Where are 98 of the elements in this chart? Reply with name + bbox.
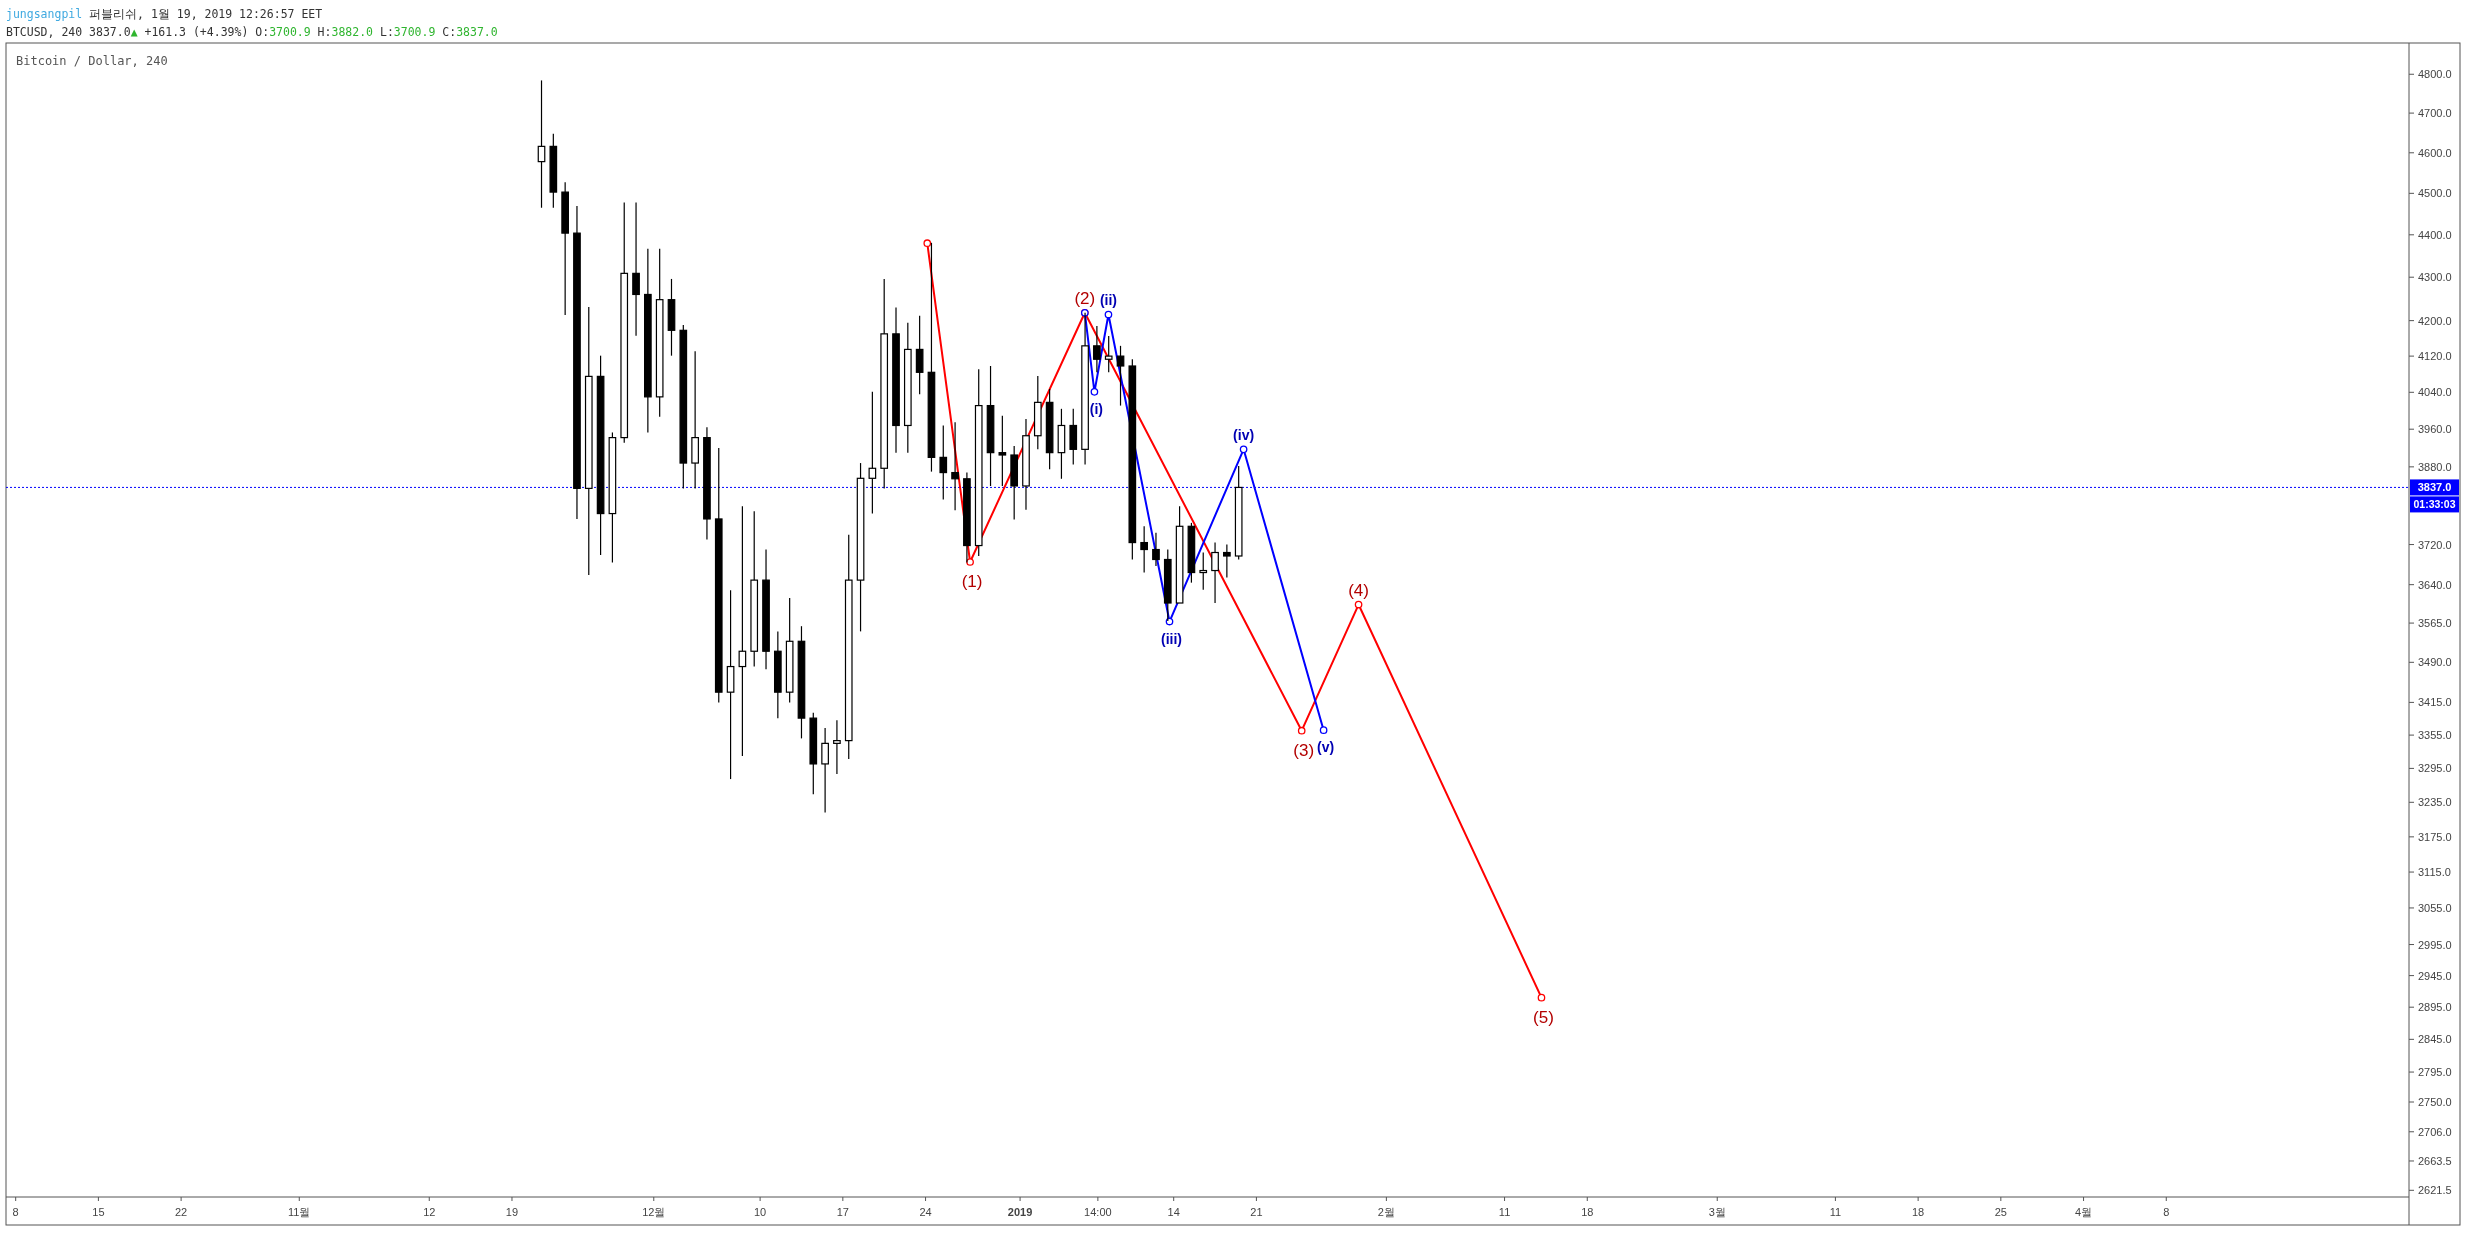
y-tick-label: 3415.0 bbox=[2418, 696, 2452, 709]
annotation: (ii) bbox=[1099, 292, 1118, 309]
y-tick-label: 2706.0 bbox=[2418, 1125, 2452, 1138]
point bbox=[966, 558, 974, 566]
x-tick-label: 15 bbox=[92, 1206, 105, 1218]
x-tick-label: 11 bbox=[1498, 1206, 1511, 1218]
x-tick-label: 10 bbox=[753, 1206, 767, 1218]
x-tick-label: 22 bbox=[174, 1206, 188, 1218]
y-tick-label: 3640.0 bbox=[2418, 578, 2452, 591]
y-tick-label: 3960.0 bbox=[2418, 423, 2452, 436]
candlestick bbox=[1211, 541, 1219, 604]
point bbox=[1165, 617, 1174, 626]
point bbox=[1297, 726, 1306, 735]
annotation: (iv) bbox=[1233, 427, 1255, 444]
point bbox=[1537, 993, 1546, 1002]
y-tick-label: 4300.0 bbox=[2418, 271, 2452, 284]
x-tick-label: 24 bbox=[919, 1206, 932, 1218]
candlestick bbox=[915, 315, 924, 395]
point bbox=[1090, 387, 1099, 396]
x-tick-label: 2019 bbox=[1007, 1206, 1033, 1218]
y-tick-label: 2621.5 bbox=[2418, 1184, 2452, 1197]
annotation: (5) bbox=[1533, 1007, 1554, 1027]
y-tick-label: 3880.0 bbox=[2418, 460, 2452, 473]
y-tick-label: 2750.0 bbox=[2418, 1096, 2452, 1109]
y-tick-label: 3565.0 bbox=[2418, 617, 2452, 630]
y-tick-label: 3115.0 bbox=[2418, 866, 2451, 879]
point bbox=[1319, 726, 1328, 735]
x-tick-label: 8 bbox=[2163, 1206, 2170, 1218]
candlestick bbox=[821, 727, 829, 814]
annotation: (1) bbox=[961, 572, 983, 591]
y-tick-label: 4600.0 bbox=[2418, 146, 2452, 159]
candlestick bbox=[1093, 325, 1101, 373]
candlestick bbox=[1199, 551, 1208, 591]
y-tick-label: 4800.0 bbox=[2418, 68, 2452, 81]
candlestick bbox=[738, 505, 747, 757]
y-tick-label: 3355.0 bbox=[2418, 729, 2452, 742]
y-tick-label: 2945.0 bbox=[2418, 969, 2452, 982]
y-tick-label: 4200.0 bbox=[2418, 314, 2452, 327]
candlestick bbox=[1069, 408, 1078, 466]
candlestick bbox=[1140, 525, 1148, 574]
candlestick bbox=[537, 79, 546, 209]
x-tick-label: 12 bbox=[423, 1206, 436, 1218]
candlestick bbox=[1152, 532, 1160, 567]
candlestick bbox=[868, 391, 877, 515]
y-tick-label: 2895.0 bbox=[2418, 1001, 2452, 1014]
text: BTCUSD, 240 3837.0▲ +161.3 (+4.39%) O:3700.9 H:3882.0 L:3700.9 C:3837.0 bbox=[6, 25, 498, 39]
point bbox=[1104, 310, 1113, 319]
candlestick bbox=[632, 201, 640, 337]
x-tick-label: 4월 bbox=[2074, 1206, 2093, 1218]
x-tick-label: 17 bbox=[836, 1206, 849, 1218]
x-tick-label: 21 bbox=[1250, 1206, 1263, 1218]
point bbox=[1354, 600, 1363, 609]
y-tick-label: 3055.0 bbox=[2418, 901, 2452, 914]
x-tick-label: 12월 bbox=[642, 1206, 666, 1218]
annotation: (v) bbox=[1317, 739, 1335, 756]
text: 01:33:03 bbox=[2413, 498, 2456, 511]
candlestick bbox=[833, 719, 841, 775]
y-tick-label: 3235.0 bbox=[2418, 796, 2452, 809]
annotation: (i) bbox=[1089, 400, 1104, 417]
candlestick bbox=[998, 415, 1007, 487]
y-tick-label: 4500.0 bbox=[2418, 187, 2452, 200]
y-tick-label: 2845.0 bbox=[2418, 1033, 2452, 1046]
x-tick-label: 14 bbox=[1167, 1206, 1180, 1218]
x-tick-label: 2월 bbox=[1377, 1206, 1395, 1218]
candlestick bbox=[951, 421, 959, 511]
point bbox=[1239, 445, 1248, 454]
chart-title: jungsangpil 퍼블리쉬, 1월 19, 2019 12:26:57 EET bbox=[6, 7, 323, 21]
annotation: Bitcoin / Dollar, 240 bbox=[16, 54, 168, 68]
annotation: (2) bbox=[1074, 288, 1096, 308]
x-tick-label: 18 bbox=[1581, 1206, 1594, 1218]
x-tick-label: 14:00 bbox=[1084, 1206, 1112, 1218]
candlestick bbox=[1116, 345, 1125, 407]
x-tick-label: 3월 bbox=[1708, 1206, 1726, 1218]
ref-line-label: 3837.0 bbox=[2417, 481, 2452, 494]
y-tick-label: 3175.0 bbox=[2418, 830, 2452, 843]
y-tick-label: 3295.0 bbox=[2418, 762, 2452, 775]
x-tick-label: 19 bbox=[505, 1206, 519, 1218]
x-tick-label: 11 bbox=[1829, 1206, 1842, 1218]
y-tick-label: 3490.0 bbox=[2418, 656, 2452, 669]
y-tick-label: 4120.0 bbox=[2418, 350, 2452, 363]
point bbox=[923, 239, 932, 248]
y-tick-label: 4400.0 bbox=[2418, 228, 2452, 241]
x-tick-label: 8 bbox=[12, 1206, 19, 1218]
annotation: (iii) bbox=[1161, 630, 1183, 647]
y-tick-label: 4700.0 bbox=[2418, 107, 2452, 120]
y-tick-label: 2795.0 bbox=[2418, 1066, 2452, 1079]
y-tick-label: 3720.0 bbox=[2418, 538, 2452, 551]
annotation: (4) bbox=[1348, 580, 1369, 600]
candlestick bbox=[939, 424, 948, 501]
candlestick bbox=[1223, 543, 1231, 579]
y-tick-label: 2995.0 bbox=[2418, 938, 2452, 951]
y-tick-label: 2663.5 bbox=[2418, 1154, 2452, 1167]
y-tick-label: 4040.0 bbox=[2418, 386, 2452, 399]
annotation: (3) bbox=[1293, 740, 1315, 760]
candlestick bbox=[1104, 335, 1113, 373]
x-tick-label: 11월 bbox=[288, 1206, 311, 1218]
x-tick-label: 18 bbox=[1912, 1206, 1925, 1218]
x-tick-label: 25 bbox=[1994, 1206, 2007, 1218]
